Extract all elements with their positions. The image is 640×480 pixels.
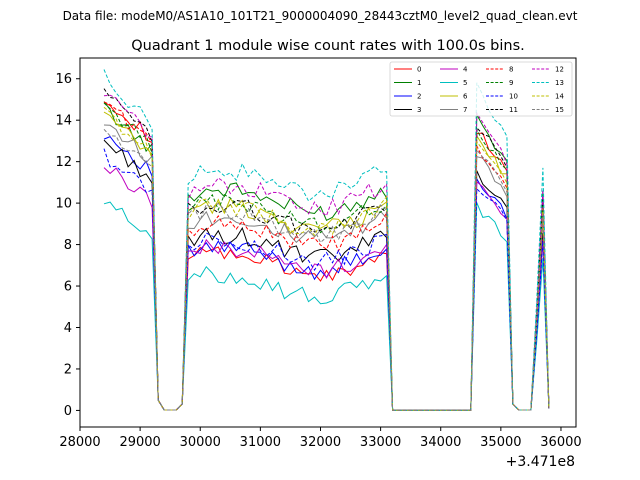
x-axis-offset-label: +3.471e8 xyxy=(506,454,575,470)
y-axis: 0 2 4 6 8 10 12 14 16 xyxy=(55,72,80,419)
series-line-14 xyxy=(103,106,550,411)
legend-label-6: 6 xyxy=(463,93,468,101)
legend-label-5: 5 xyxy=(463,79,467,87)
x-axis: 28000 29000 30000 31000 32000 33000 34000 35000… xyxy=(59,427,582,450)
x-tick-label: 33000 xyxy=(360,435,401,450)
series-line-5 xyxy=(103,201,550,411)
y-tick-label: 16 xyxy=(55,72,72,87)
series-line-2 xyxy=(103,135,550,411)
plot-frame xyxy=(79,57,577,428)
y-tick-label: 2 xyxy=(64,362,72,377)
y-tick-label: 6 xyxy=(64,280,72,295)
legend-label-7: 7 xyxy=(463,106,467,114)
x-tick-label: 31000 xyxy=(240,435,281,450)
legend-label-8: 8 xyxy=(509,66,513,74)
y-tick-label: 0 xyxy=(64,404,72,419)
series-line-1 xyxy=(103,101,550,411)
x-tick-label: 36000 xyxy=(540,435,581,450)
series-line-13 xyxy=(103,69,550,411)
y-tick-label: 14 xyxy=(55,114,72,129)
x-tick-label: 29000 xyxy=(119,435,160,450)
y-tick-label: 10 xyxy=(55,197,72,212)
legend-label-2: 2 xyxy=(417,93,421,101)
series-line-10 xyxy=(103,148,550,411)
series-line-3 xyxy=(103,139,550,411)
y-tick-label: 4 xyxy=(64,321,72,336)
data-file-suptitle: Data file: modeM0/AS1A10_101T21_90000040… xyxy=(63,9,578,23)
x-tick-label: 30000 xyxy=(180,435,221,450)
series-line-4 xyxy=(103,167,550,411)
y-tick-label: 12 xyxy=(55,155,72,170)
plot-area xyxy=(103,69,550,411)
legend-label-0: 0 xyxy=(417,66,421,74)
series-line-7 xyxy=(103,124,550,411)
legend-label-1: 1 xyxy=(417,79,421,87)
chart-title: Quadrant 1 module wise count rates with … xyxy=(131,38,525,54)
x-tick-label: 32000 xyxy=(300,435,341,450)
legend-label-12: 12 xyxy=(555,66,564,74)
x-tick-label: 34000 xyxy=(420,435,461,450)
series-line-8 xyxy=(103,101,550,411)
legend-label-11: 11 xyxy=(509,106,518,114)
series-line-15 xyxy=(103,128,550,411)
legend-label-14: 14 xyxy=(555,93,564,101)
x-tick-label: 28000 xyxy=(59,435,100,450)
legend-label-10: 10 xyxy=(509,93,518,101)
legend-label-9: 9 xyxy=(509,79,513,87)
legend-label-3: 3 xyxy=(417,106,421,114)
legend-label-15: 15 xyxy=(555,106,564,114)
x-tick-label: 35000 xyxy=(480,435,521,450)
legend-label-13: 13 xyxy=(555,79,564,87)
y-tick-label: 8 xyxy=(64,238,72,253)
legend-label-4: 4 xyxy=(463,66,468,74)
legend-box xyxy=(389,61,573,117)
